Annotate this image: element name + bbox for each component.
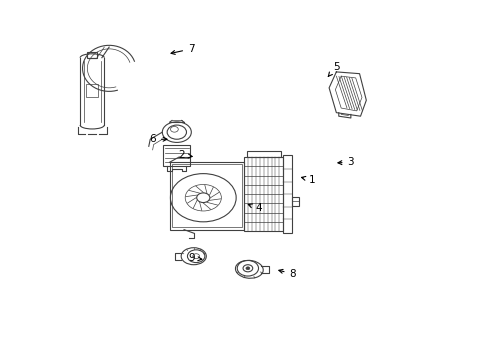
Text: 4: 4	[248, 203, 262, 213]
Bar	[283, 155, 291, 233]
Bar	[244, 157, 283, 231]
Bar	[246, 150, 280, 157]
Text: 9: 9	[187, 253, 202, 263]
Text: 8: 8	[278, 269, 296, 279]
Text: 6: 6	[149, 134, 167, 144]
Bar	[291, 197, 299, 206]
Bar	[86, 84, 98, 97]
Text: 2: 2	[178, 150, 192, 160]
Text: 5: 5	[327, 62, 339, 76]
Text: 7: 7	[171, 44, 194, 54]
Bar	[169, 162, 244, 230]
Text: 3: 3	[337, 157, 353, 167]
Bar	[87, 53, 97, 58]
Text: 1: 1	[301, 175, 315, 185]
Bar	[163, 145, 190, 166]
Circle shape	[245, 267, 249, 270]
Bar	[172, 165, 241, 228]
